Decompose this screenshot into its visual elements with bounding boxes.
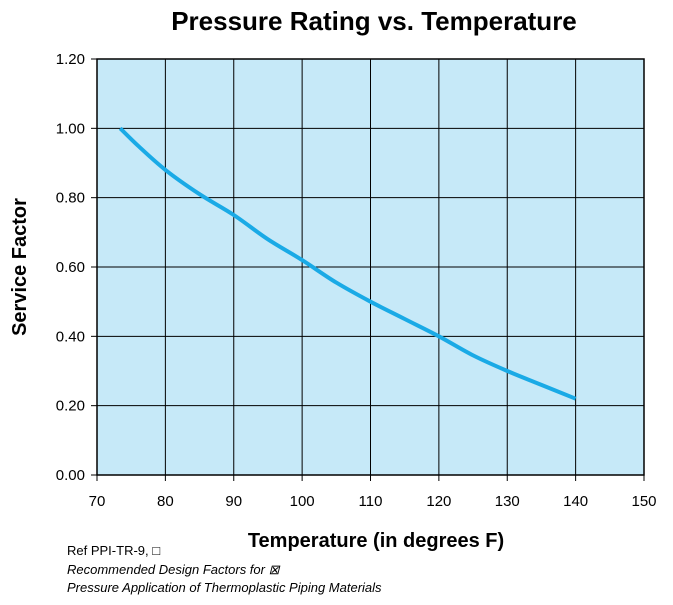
x-tick-label: 80	[157, 493, 174, 510]
series-layer	[118, 126, 577, 401]
reference-line-1: Ref PPI-TR-9, □	[67, 543, 161, 558]
series-line-0	[118, 126, 577, 401]
x-tick-label: 140	[563, 493, 588, 510]
tick-labels: 70 80 90 100 110 120 130 140 150 0.00 0.20 0.40 0.60…	[56, 51, 657, 510]
x-tick-label: 150	[631, 493, 656, 510]
x-tick-label: 130	[495, 493, 520, 510]
chart-title: Pressure Rating vs. Temperature	[171, 6, 577, 36]
x-tick-label: 90	[225, 493, 242, 510]
x-tick-label: 120	[426, 493, 451, 510]
y-tick-label: 0.00	[56, 467, 85, 484]
reference-line-3: Pressure Application of Thermoplastic Pi…	[67, 580, 382, 595]
y-tick-label: 1.00	[56, 120, 85, 137]
y-tick-label: 1.20	[56, 51, 85, 68]
x-tick-label: 70	[89, 493, 106, 510]
y-axis-title: Service Factor	[9, 198, 31, 336]
y-tick-label: 0.60	[56, 259, 85, 276]
x-tick-label: 100	[290, 493, 315, 510]
y-tick-label: 0.80	[56, 190, 85, 207]
y-tick-label: 0.40	[56, 328, 85, 345]
x-axis-title: Temperature (in degrees F)	[248, 530, 504, 552]
reference-line-2: Recommended Design Factors for ⊠	[67, 562, 280, 577]
x-tick-label: 110	[359, 493, 383, 510]
grid	[97, 59, 644, 475]
plot-border	[96, 58, 645, 476]
y-tick-label: 0.20	[56, 398, 85, 415]
